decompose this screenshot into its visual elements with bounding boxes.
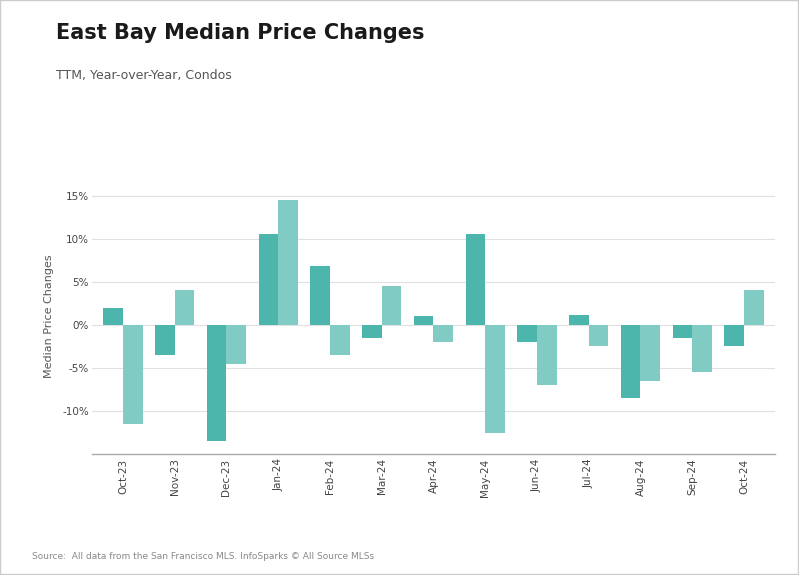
Bar [692, 325, 712, 373]
Bar [155, 325, 175, 355]
Bar [569, 315, 589, 325]
Bar [537, 325, 557, 385]
Bar [278, 200, 298, 325]
Bar [466, 235, 485, 325]
Bar [589, 325, 608, 346]
Bar [433, 325, 453, 342]
Bar [207, 325, 226, 442]
Y-axis label: Median Price Changes: Median Price Changes [44, 254, 54, 378]
Bar [362, 325, 382, 338]
Bar [259, 235, 278, 325]
Bar [673, 325, 692, 338]
Bar [414, 316, 433, 325]
Bar [103, 308, 123, 325]
Bar [641, 325, 660, 381]
Bar [744, 290, 764, 325]
Bar [330, 325, 350, 355]
Text: TTM, Year-over-Year, Condos: TTM, Year-over-Year, Condos [56, 69, 232, 82]
Bar [382, 286, 401, 325]
Text: Source:  All data from the San Francisco MLS. InfoSparks © All Source MLSs: Source: All data from the San Francisco … [32, 551, 374, 561]
Bar [517, 325, 537, 342]
Text: East Bay Median Price Changes: East Bay Median Price Changes [56, 23, 424, 43]
Bar [123, 325, 142, 424]
Bar [725, 325, 744, 346]
Bar [226, 325, 246, 364]
Bar [175, 290, 194, 325]
Bar [310, 266, 330, 325]
Bar [485, 325, 505, 432]
Bar [621, 325, 641, 398]
